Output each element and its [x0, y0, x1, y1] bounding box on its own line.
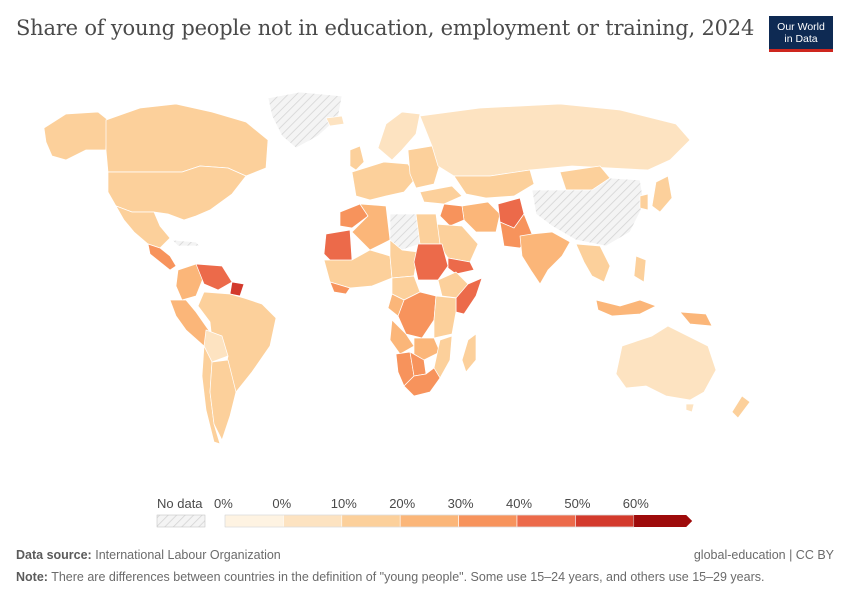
legend-bin-0[interactable] — [224, 514, 284, 528]
owid-logo[interactable]: Our World in Data — [769, 16, 833, 52]
legend-tick-label-3: 20% — [389, 496, 416, 511]
region-indonesia[interactable] — [595, 299, 657, 317]
region-zambia-zimbabwe[interactable] — [413, 337, 441, 361]
region-brazil[interactable] — [197, 291, 277, 393]
region-gabon-congo[interactable] — [387, 293, 405, 317]
legend-tick-label-1: 0% — [272, 496, 292, 511]
region-east-africa[interactable] — [433, 295, 457, 339]
source-value[interactable]: International Labour Organization — [95, 548, 281, 562]
region-tasmania[interactable] — [685, 403, 695, 413]
region-mexico[interactable] — [115, 205, 171, 249]
region-papua-new-guinea[interactable] — [679, 311, 713, 327]
region-iceland[interactable] — [325, 115, 345, 127]
logo-line-1: Our World — [777, 21, 825, 33]
region-uk[interactable] — [349, 145, 365, 171]
legend-tick-label-0: 0% — [214, 496, 233, 511]
license-text[interactable]: global-education | CC BY — [693, 548, 834, 562]
region-egypt[interactable] — [415, 213, 441, 245]
region-madagascar[interactable] — [461, 333, 477, 373]
region-sudan[interactable] — [413, 243, 449, 281]
region-mozambique[interactable] — [433, 335, 453, 379]
data-source: Data source: International Labour Organi… — [16, 548, 281, 562]
legend-no-data-label: No data — [157, 496, 203, 511]
region-kazakhstan[interactable] — [453, 169, 535, 199]
region-australia[interactable] — [615, 325, 717, 401]
region-india[interactable] — [519, 231, 571, 285]
legend-tick-label-2: 10% — [330, 496, 357, 511]
region-cuba[interactable] — [171, 239, 201, 247]
region-bolivia[interactable] — [203, 329, 229, 363]
region-alaska[interactable] — [43, 111, 109, 161]
region-dr-congo[interactable] — [397, 291, 437, 339]
region-japan[interactable] — [651, 175, 673, 213]
note-value: There are differences between countries … — [51, 570, 765, 584]
legend-tick-label-6: 50% — [564, 496, 591, 511]
region-venezuela[interactable] — [195, 263, 233, 291]
legend-bar — [156, 514, 693, 528]
note-label: Note: — [16, 570, 48, 584]
logo-line-2: in Data — [784, 33, 818, 45]
legend-bin-6[interactable] — [575, 514, 635, 528]
region-turkey[interactable] — [419, 185, 463, 205]
region-mauritania[interactable] — [323, 229, 353, 265]
color-legend: No data 0% 0% 10% 20% 30% 40% 50% 60% — [0, 496, 850, 536]
region-europe-west[interactable] — [351, 161, 417, 201]
legend-bin-5[interactable] — [516, 514, 576, 528]
region-angola[interactable] — [389, 319, 415, 355]
region-argentina[interactable] — [209, 359, 237, 441]
region-canada[interactable] — [105, 103, 269, 177]
region-southeast-asia[interactable] — [575, 243, 611, 283]
region-greenland[interactable] — [267, 91, 343, 149]
note: Note: There are differences between coun… — [16, 570, 764, 584]
region-central-america[interactable] — [147, 243, 177, 271]
legend-no-data-swatch — [156, 514, 206, 528]
legend-tick-label-7: 60% — [622, 496, 649, 511]
region-libya[interactable] — [389, 213, 421, 251]
legend-tick-label-5: 40% — [506, 496, 533, 511]
region-south-africa[interactable] — [403, 367, 441, 397]
region-iraq-syria[interactable] — [439, 203, 465, 227]
region-west-africa-coast[interactable] — [329, 281, 351, 295]
legend-tick-label-4: 30% — [447, 496, 474, 511]
region-scandinavia[interactable] — [377, 111, 421, 161]
legend-bin-1[interactable] — [283, 514, 343, 528]
legend-bin-3[interactable] — [399, 514, 459, 528]
legend-frame — [224, 514, 635, 528]
region-china[interactable] — [531, 177, 645, 247]
region-new-zealand[interactable] — [731, 395, 751, 419]
region-guyana[interactable] — [229, 281, 245, 297]
region-philippines[interactable] — [633, 255, 647, 283]
region-korea[interactable] — [639, 193, 649, 211]
region-russia[interactable] — [419, 103, 691, 177]
world-map — [43, 91, 751, 445]
region-iran[interactable] — [461, 201, 501, 233]
chart-title: Share of young people not in education, … — [16, 16, 755, 40]
legend-bin-7[interactable] — [633, 515, 693, 527]
source-label: Data source: — [16, 548, 92, 562]
legend-bin-4[interactable] — [458, 514, 518, 528]
region-morocco[interactable] — [339, 203, 369, 229]
legend-bin-2[interactable] — [341, 514, 401, 528]
